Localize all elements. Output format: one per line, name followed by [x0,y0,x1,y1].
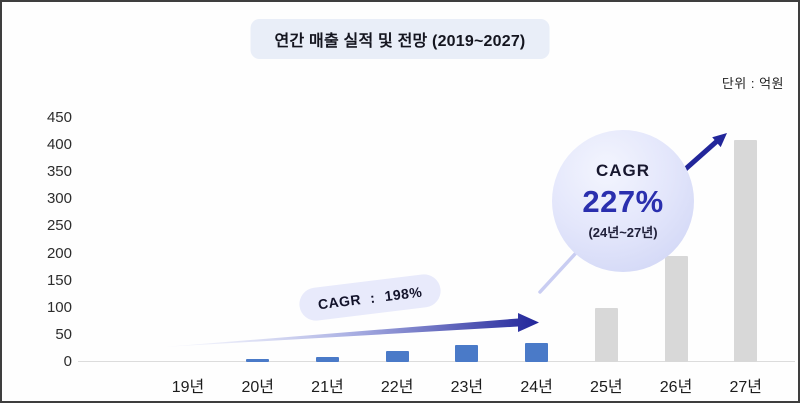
y-tick-label: 0 [63,353,72,370]
y-tick-label: 300 [46,190,72,208]
y-tick-label: 100 [46,298,72,316]
cagr-198-pill: CAGR : 198% [297,272,443,323]
x-axis-line [78,361,795,362]
cagr-circle-heading: CAGR [595,161,651,180]
cagr-circle: CAGR 227% (24년~27년) [552,130,694,272]
growth-arrow-227-head [712,133,727,148]
bar [385,351,409,362]
growth-arrow-198 [163,313,539,347]
bar [455,344,479,362]
circle-pointer-line [538,252,577,294]
bar [664,256,688,362]
y-tick-label: 400 [46,136,72,154]
x-axis-label: 25년 [590,379,623,396]
x-axis-label: 21년 [311,379,344,396]
bar [315,356,339,362]
y-tick-label: 150 [46,271,72,289]
x-axis-label: 22년 [380,379,414,396]
unit-label: 단위 : 억원 [721,76,784,91]
y-tick-label: 450 [46,109,72,126]
chart-title: 연간 매출 실적 및 전망 (2019~2027) [250,19,550,59]
x-axis-label: 27년 [729,379,763,396]
y-tick-label: 200 [46,244,72,262]
y-tick-label: 50 [55,325,72,343]
x-axis-label: 20년 [241,379,274,396]
x-axis-label: 24년 [520,379,553,396]
y-tick-label: 350 [46,163,72,181]
y-tick-label: 250 [46,217,72,235]
x-axis-label: 19년 [171,379,205,396]
bar [594,307,618,362]
cagr-circle-range: (24년~27년) [588,225,658,240]
cagr-circle-value: 227% [582,184,664,219]
x-axis-label: 26년 [659,379,693,396]
bar [525,343,549,362]
x-axis-label: 23년 [450,379,484,396]
bar [246,359,270,362]
bar [734,139,758,362]
